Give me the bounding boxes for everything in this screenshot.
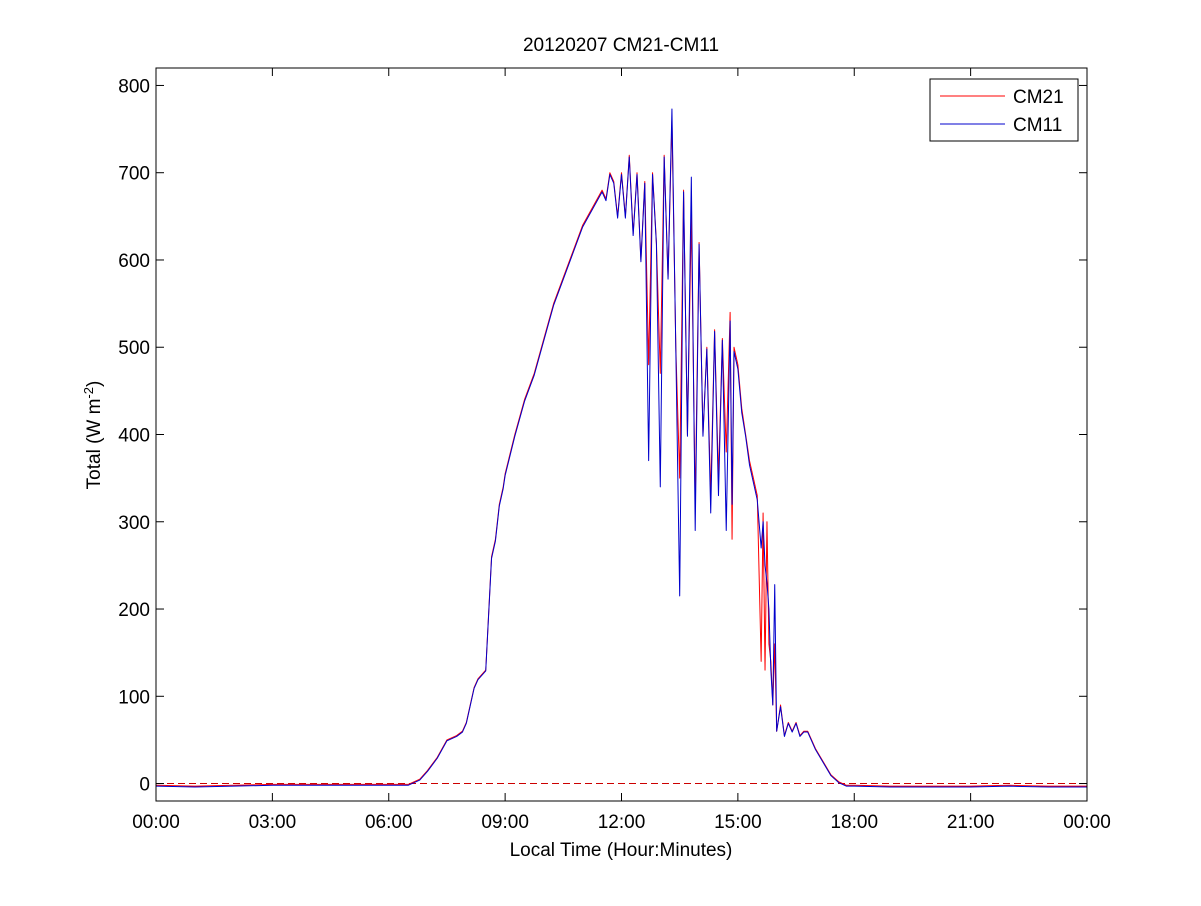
chart-title: 20120207 CM21-CM11 xyxy=(523,35,719,56)
plot-area: 00:00 03:00 06:00 09:00 12:00 15:00 18:00 21:00… xyxy=(118,67,1111,833)
x-tick-label: 06:00 xyxy=(365,812,413,833)
legend: CM21 CM11 xyxy=(929,78,1079,142)
x-tick-label: 03:00 xyxy=(249,812,297,833)
x-tick-label: 21:00 xyxy=(947,812,995,833)
x-tick-label: 18:00 xyxy=(830,812,878,833)
y-axis-label: Total (W m-2) xyxy=(81,381,106,490)
y-tick-label: 200 xyxy=(118,600,150,621)
y-tick-label: 300 xyxy=(118,513,150,534)
x-tick-label: 15:00 xyxy=(714,812,762,833)
y-axis-label-superscript: -2 xyxy=(81,387,96,399)
x-tick-label: 00:00 xyxy=(132,812,180,833)
y-tick-label: 600 xyxy=(118,251,150,272)
y-tick-label: 400 xyxy=(118,426,150,447)
y-tick-label: 100 xyxy=(118,687,150,708)
x-tick-label: 09:00 xyxy=(481,812,529,833)
y-axis-label-main: Total (W m xyxy=(84,399,105,490)
y-tick-label: 700 xyxy=(118,164,150,185)
x-tick-label: 00:00 xyxy=(1063,812,1111,833)
x-tick-label: 12:00 xyxy=(598,812,646,833)
legend-label-cm11: CM11 xyxy=(1013,115,1062,136)
y-tick-label: 800 xyxy=(118,76,150,97)
legend-label-cm21: CM21 xyxy=(1013,87,1064,108)
x-axis-label: Local Time (Hour:Minutes) xyxy=(510,840,733,861)
y-tick-label: 500 xyxy=(118,338,150,359)
y-axis-label-close: ) xyxy=(84,381,105,387)
legend-box xyxy=(929,78,1079,142)
y-tick-label: 0 xyxy=(139,775,150,796)
series-line-cm11 xyxy=(155,108,1087,788)
